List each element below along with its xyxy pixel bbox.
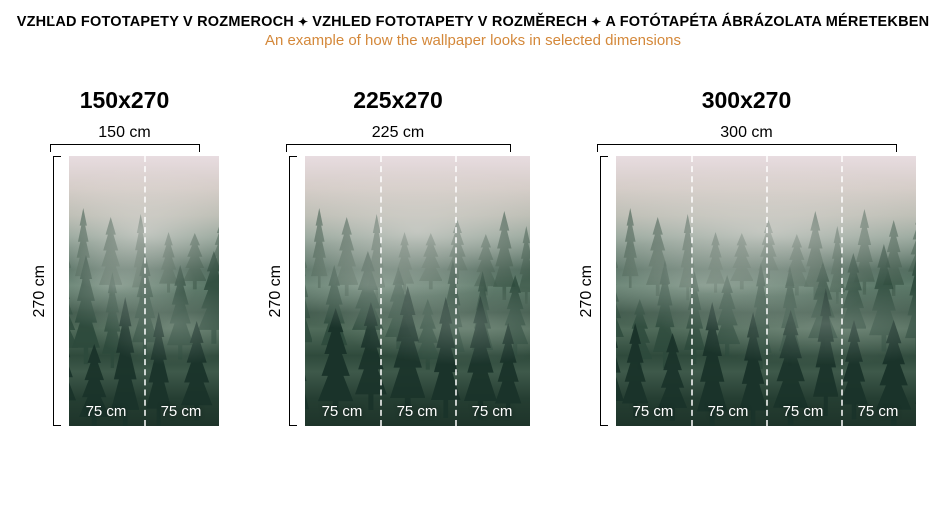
- image-row: 270 cm: [578, 156, 916, 426]
- height-bracket: [600, 156, 610, 426]
- panel-150x270: 150x270 150 cm 270 cm: [31, 87, 219, 426]
- panel-title: 225x270: [353, 87, 443, 114]
- header-hu: A FOTÓTAPÉTA ÁBRÁZOLATA MÉRETEKBEN: [605, 14, 929, 30]
- header-sk: VZHĽAD FOTOTAPETY V ROZMEROCH: [17, 14, 294, 30]
- sparkle-icon: ✦: [298, 15, 308, 29]
- panel-225x270: 225x270 225 cm 270 cm: [267, 87, 530, 426]
- height-label: 270 cm: [267, 265, 285, 317]
- height-bracket: [53, 156, 63, 426]
- image-row: 270 cm: [267, 156, 530, 426]
- strip-label: 75 cm: [455, 403, 530, 420]
- strip-divider: [144, 156, 146, 426]
- strip-label: 75 cm: [144, 403, 219, 420]
- wallpaper-preview: 75 cm 75 cm: [69, 156, 219, 426]
- strip-divider: [455, 156, 457, 426]
- header-subtitle: An example of how the wallpaper looks in…: [0, 32, 946, 49]
- height-label: 270 cm: [578, 265, 596, 317]
- header: VZHĽAD FOTOTAPETY V ROZMEROCH ✦ VZHLED F…: [0, 0, 946, 49]
- width-label: 225 cm: [372, 124, 424, 142]
- strip-label: 75 cm: [305, 403, 380, 420]
- panel-title: 150x270: [80, 87, 170, 114]
- strip-label: 75 cm: [691, 403, 766, 420]
- strip-divider: [691, 156, 693, 426]
- strip-labels: 75 cm 75 cm 75 cm 75 cm: [616, 403, 916, 420]
- width-bracket: [50, 144, 200, 154]
- width-label: 150 cm: [98, 124, 150, 142]
- strip-label: 75 cm: [69, 403, 144, 420]
- strip-divider: [841, 156, 843, 426]
- panel-title: 300x270: [702, 87, 792, 114]
- strip-label: 75 cm: [841, 403, 916, 420]
- strip-labels: 75 cm 75 cm: [69, 403, 219, 420]
- panels-container: 150x270 150 cm 270 cm: [0, 87, 946, 426]
- image-row: 270 cm: [31, 156, 219, 426]
- height-label: 270 cm: [31, 265, 49, 317]
- height-section: 270 cm: [31, 156, 63, 426]
- wallpaper-preview: 75 cm 75 cm 75 cm 75 cm: [616, 156, 916, 426]
- panel-300x270: 300x270 300 cm 270 cm: [578, 87, 916, 426]
- height-section: 270 cm: [267, 156, 299, 426]
- width-bracket: [286, 144, 511, 154]
- strip-label: 75 cm: [766, 403, 841, 420]
- strip-label: 75 cm: [616, 403, 691, 420]
- strip-labels: 75 cm 75 cm 75 cm: [305, 403, 530, 420]
- header-cz: VZHLED FOTOTAPETY V ROZMĚRECH: [312, 14, 587, 30]
- strip-divider: [380, 156, 382, 426]
- header-multilang: VZHĽAD FOTOTAPETY V ROZMEROCH ✦ VZHLED F…: [0, 14, 946, 30]
- strip-divider: [766, 156, 768, 426]
- height-bracket: [289, 156, 299, 426]
- sparkle-icon: ✦: [591, 15, 601, 29]
- height-section: 270 cm: [578, 156, 610, 426]
- strip-label: 75 cm: [380, 403, 455, 420]
- width-bracket: [597, 144, 897, 154]
- wallpaper-preview: 75 cm 75 cm 75 cm: [305, 156, 530, 426]
- width-label: 300 cm: [720, 124, 772, 142]
